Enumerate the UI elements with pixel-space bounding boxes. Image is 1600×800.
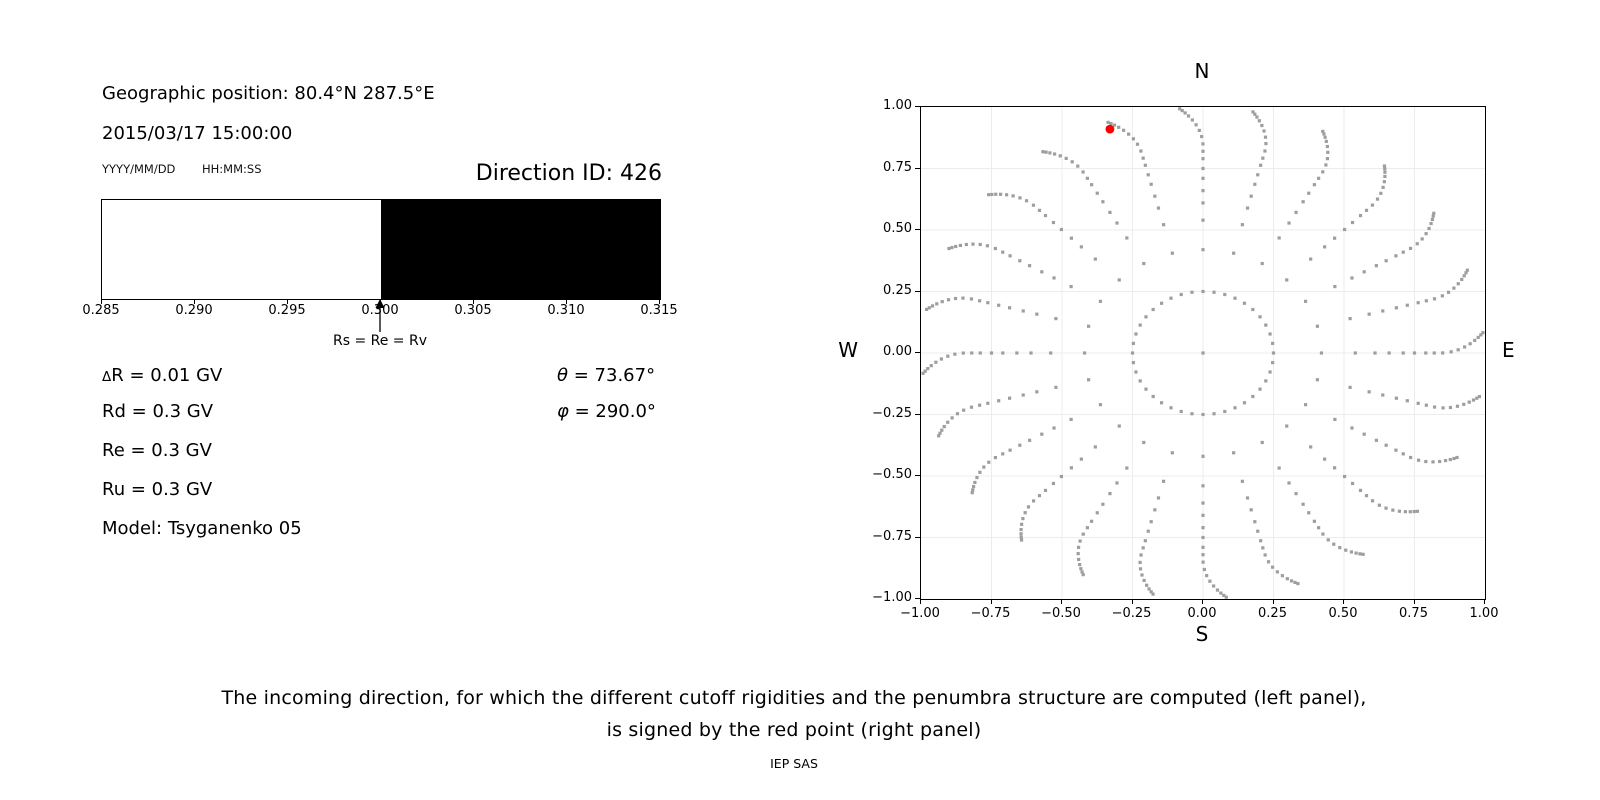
info-line: Model: Tsyganenko 05	[102, 518, 302, 539]
penumbra-bar	[101, 199, 661, 300]
direction-id: Direction ID: 426	[475, 161, 662, 186]
direction-plot	[920, 106, 1486, 600]
compass-north-label: N	[1194, 59, 1210, 83]
x-axis-tick-label: 0.25	[1258, 606, 1287, 621]
x-axis-tick-label: 0.00	[1187, 606, 1217, 621]
penumbra-tick-label: 0.290	[175, 303, 213, 318]
info-text: = 73.67°	[568, 365, 656, 386]
x-axis-tick-label: −0.50	[1041, 606, 1081, 621]
compass-west-label: W	[838, 338, 858, 362]
y-axis-tick-label: 0.75	[883, 159, 912, 175]
y-axis-tick-label: −0.50	[872, 467, 912, 482]
y-axis-tick-label: 1.00	[883, 98, 912, 113]
penumbra-tick-label: 0.305	[454, 303, 492, 318]
penumbra-tick-label: 0.285	[82, 303, 120, 318]
info-text: Ru = 0.3 GV	[102, 479, 213, 500]
y-axis-tick-label: −0.75	[872, 528, 912, 544]
delta-symbol: Δ	[102, 369, 112, 385]
penumbra-tick-label: 0.310	[547, 303, 585, 318]
datetime: 2015/03/17 15:00:00	[102, 123, 293, 144]
arrow-label: Rs = Re = Rv	[332, 333, 427, 349]
direction-plot-canvas	[921, 107, 1485, 599]
info-line: φ = 290.0°	[557, 401, 656, 422]
info-line: Ru = 0.3 GV	[102, 479, 212, 500]
info-line: Rd = 0.3 GV	[102, 401, 213, 422]
info-text: = 290.0°	[568, 401, 656, 422]
info-text: Model: Tsyganenko 05	[102, 518, 302, 539]
info-line: ΔR = 0.01 GV	[102, 365, 222, 386]
x-axis-tick-label: 0.75	[1399, 606, 1428, 621]
compass-east-label: E	[1502, 338, 1515, 362]
penumbra-tick-label: 0.295	[268, 303, 306, 318]
greek-symbol: φ	[557, 401, 569, 422]
y-axis-tick-label: 0.25	[883, 282, 912, 298]
y-axis-tick-label: −0.25	[872, 405, 912, 421]
x-axis-tick-label: −0.25	[1111, 606, 1152, 621]
geo-position: Geographic position: 80.4°N 287.5°E	[102, 83, 435, 104]
info-text: Re = 0.3 GV	[102, 440, 212, 461]
info-text: Rd = 0.3 GV	[102, 401, 214, 422]
x-axis-tick-label: −1.00	[900, 606, 940, 621]
y-axis-tick-label: 0.50	[883, 221, 912, 236]
compass-south-label: S	[1195, 622, 1209, 646]
penumbra-segment	[381, 200, 660, 299]
date-format-label: YYYY/MM/DD	[102, 162, 176, 176]
credit-label: IEP SAS	[770, 756, 818, 771]
x-axis-tick-label: 0.50	[1328, 606, 1358, 621]
x-axis-tick-label: −0.75	[970, 606, 1011, 621]
penumbra-tick-label: 0.315	[640, 303, 678, 318]
x-axis-tick-label: 1.00	[1469, 606, 1499, 621]
greek-symbol: θ	[557, 365, 569, 386]
time-format-label: HH:MM:SS	[202, 162, 262, 176]
info-text: R = 0.01 GV	[111, 365, 223, 386]
cutoff-arrow-icon	[375, 299, 385, 332]
y-axis-tick-label: −1.00	[872, 590, 912, 605]
caption-line-1: The incoming direction, for which the di…	[221, 687, 1367, 709]
penumbra-segment	[102, 200, 381, 299]
caption-line-2: is signed by the red point (right panel)	[606, 719, 982, 741]
info-line: θ = 73.67°	[557, 365, 655, 386]
info-line: Re = 0.3 GV	[102, 440, 212, 461]
